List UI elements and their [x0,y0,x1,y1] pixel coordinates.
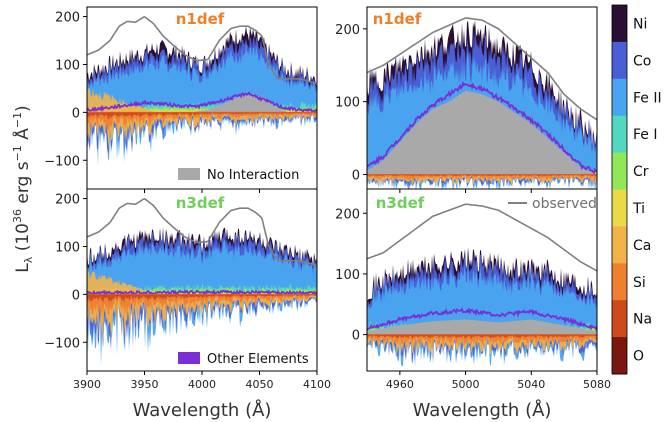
y-tick-label: 100 [335,268,360,283]
x-tick-label: 4050 [246,378,274,391]
colorbar-label: Ti [632,201,645,217]
neg-area-ca [87,294,317,343]
line-other-elements [87,288,317,297]
y-tick-label: 200 [55,11,80,26]
neg-area-si [87,294,317,320]
x-tick-label: 4960 [386,378,414,391]
colorbar-segment-cr [612,152,627,190]
y-tick-label: −100 [44,154,80,169]
line-other-elements [367,306,597,332]
x-tick-label: 3900 [73,378,101,391]
x-tick-label: 5040 [517,378,545,391]
legend-label-no-interaction: No Interaction [207,168,299,183]
y-tick-label: −100 [44,336,80,351]
colorbar-segment-fe-i [612,115,627,154]
legend-swatch-no-interaction [178,168,200,180]
neg-area-ca [87,112,317,151]
area-no-interaction [367,319,597,335]
colorbar-segment-na [612,300,627,338]
area-no-interaction [367,90,597,175]
y-axis-label: Lλ (1036 erg s−1 Å−1) [11,105,35,272]
line-observed [87,198,317,267]
x-tick-label: 3950 [131,378,159,391]
neg-area-na [367,174,597,177]
colorbar-segment-co [612,41,627,80]
area-fe-ii [87,240,317,295]
neg-area-si [87,112,317,132]
y-tick-label: 100 [335,96,360,111]
colorbar-segment-fe-ii [612,78,627,117]
line-observed [367,203,597,272]
neg-area-na [367,334,597,340]
panel-bottom-right [367,203,597,368]
colorbar-label: O [633,349,644,365]
line-other-elements [367,80,597,175]
panel-bottom-left [87,198,317,366]
axes-frame [366,188,598,372]
element-colorbar: Ni Co Fe II Fe I Cr Ti Ca Si Na O [611,4,662,375]
y-tick-label: 100 [55,240,80,255]
colorbar-segment-si [612,263,627,301]
y-tick-label: 0 [352,329,360,344]
neg-area-si [367,334,597,348]
colorbar-segment-ti [612,189,627,227]
x-axis-label-right: Wavelength (Å) [413,399,552,421]
area-fe-ii [367,263,597,335]
y-tick-label: 0 [72,106,80,121]
area-fe-ii [87,41,317,113]
panel-top-right [367,17,597,189]
y-tick-label: 200 [55,193,80,208]
x-tick-label: 5080 [583,378,611,391]
panel-label-bottom-right: n3def [376,194,425,212]
x-tick-label: 4000 [188,378,216,391]
colorbar-label: Ca [633,238,651,254]
line-observed [87,16,317,85]
panel-top-left [87,16,317,165]
colorbar-segment-ca [612,226,627,264]
axes-layer: −100 0 100 200 0 100 200 −100 0 100 200 3900 3950 400… [44,6,611,391]
colorbar-label: Ni [633,16,647,32]
line-observed [367,17,597,121]
colorbar-label: Fe II [633,90,662,106]
colorbar-label: Na [633,312,652,328]
legend-swatch-other-elements [178,352,200,364]
x-axis-label-left: Wavelength (Å) [133,399,272,421]
colorbar-segment-o [612,337,627,375]
colorbar-label: Co [633,53,651,69]
neg-area-na [87,112,317,120]
y-tick-label: 200 [335,207,360,222]
colorbar-frame [611,4,628,375]
x-tick-label: 5000 [452,378,480,391]
colorbar-label: Si [633,275,646,291]
legend-label-other-elements: Other Elements [207,352,309,367]
x-tick-label: 4100 [303,378,331,391]
y-tick-label: 0 [72,288,80,303]
colorbar-segment-ni [612,5,627,43]
area-ca-blue [87,87,317,113]
panel-label-top-right: n1def [373,10,422,28]
neg-area-na [87,294,317,303]
y-tick-label: 100 [55,58,80,73]
panel-label-bottom-left: n3def [176,194,225,212]
y-tick-label: 0 [352,168,360,183]
colorbar-label: Fe I [633,127,657,143]
legend-label-observed: observed [532,196,597,212]
line-other-elements [87,91,317,114]
panel-label-top-left: n1def [176,10,225,28]
colorbar-label: Cr [633,164,649,180]
y-tick-label: 200 [335,23,360,38]
